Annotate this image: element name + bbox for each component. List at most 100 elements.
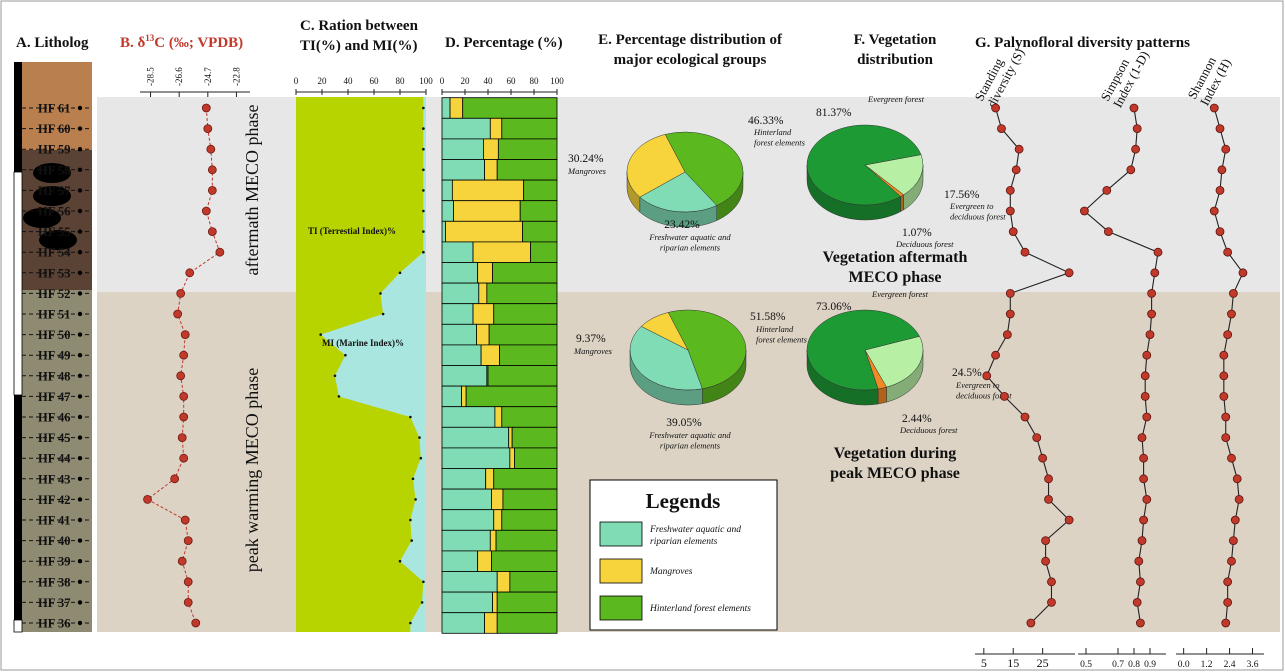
pie-slice	[640, 312, 689, 351]
pie-value-label: 73.06%	[816, 301, 852, 313]
pie-value-label: 1.07%	[902, 227, 932, 239]
sample-label: HF 59	[38, 143, 71, 157]
ti-point	[422, 168, 425, 172]
x-tick-label: -22.8	[231, 67, 241, 86]
legend-swatch	[599, 558, 643, 584]
bar-segment	[509, 447, 515, 469]
bar-segment	[492, 262, 558, 284]
d13c-point	[179, 391, 189, 401]
sample-dot	[77, 229, 83, 234]
sample-dot	[77, 414, 83, 420]
legend-label: Mangroves	[650, 567, 693, 577]
x-tick-label: 0.9	[1144, 660, 1156, 670]
diversity-point	[1219, 391, 1229, 401]
ti-point	[422, 580, 425, 584]
bar-segment	[509, 571, 558, 593]
pie-category-label: riparian elements	[660, 441, 721, 451]
pie-category-label: forest elements	[756, 335, 808, 345]
bar-segment	[441, 138, 484, 160]
diversity-point	[1104, 227, 1113, 237]
bar-segment	[476, 323, 490, 346]
bar-segment	[441, 447, 511, 469]
diversity-point	[1020, 412, 1030, 422]
x-tick-label: 0	[294, 76, 299, 86]
x-tick-label: 40	[344, 76, 354, 86]
bar-segment	[496, 571, 511, 593]
bar-segment	[441, 159, 485, 181]
bar-segment	[488, 323, 558, 346]
bar-segment	[441, 509, 495, 531]
bar-segment	[461, 385, 467, 408]
bar-segment	[441, 406, 496, 428]
diversity-point	[991, 103, 1000, 113]
bar-segment	[502, 488, 558, 511]
diversity-point	[1227, 309, 1236, 319]
pie-value-label: 39.05%	[666, 417, 702, 429]
pie-slice	[626, 134, 686, 198]
series-label: MI (Marine Index)%	[322, 338, 404, 348]
pie-category-label: Mangroves	[567, 166, 607, 176]
sample-dot	[77, 476, 83, 481]
diversity-point	[1150, 268, 1160, 278]
pie-category-label: Hinterland	[755, 324, 794, 334]
bar-segment	[441, 550, 479, 572]
diversity-point	[1044, 494, 1053, 504]
diversity-point	[1047, 577, 1056, 587]
bar-segment	[451, 179, 525, 202]
pie-value-label: 30.24%	[568, 153, 604, 165]
bar-segment	[441, 612, 485, 634]
pie-slice	[629, 326, 703, 391]
diversity-point	[1137, 536, 1147, 545]
bar-segment	[495, 529, 558, 552]
bar-segment	[492, 591, 498, 614]
pie-side	[877, 386, 887, 405]
pie-value-label: 9.37%	[576, 333, 606, 345]
pie-category-label: Deciduous forest	[899, 425, 958, 435]
nodule	[33, 163, 71, 183]
pie-category-label: Mangroves	[573, 346, 613, 356]
lith-strip	[13, 619, 23, 633]
x-tick-label: 0.0	[1178, 660, 1190, 670]
sample-dot	[77, 394, 83, 399]
diversity-point	[1080, 206, 1089, 216]
diversity-point	[1011, 165, 1021, 175]
ti-point	[337, 395, 341, 398]
d13c-point	[183, 598, 193, 607]
diversity-point	[1002, 330, 1012, 340]
sample-label: HF 39	[38, 555, 71, 569]
diversity-point	[1238, 268, 1248, 278]
diversity-point	[1217, 165, 1227, 175]
bar-segment	[522, 220, 558, 243]
sample-label: HF 50	[38, 328, 71, 342]
ti-point	[419, 456, 423, 460]
x-tick-label: 0.5	[1080, 660, 1092, 670]
legend-label: Hinterland forest elements	[650, 604, 751, 614]
sample-dot	[77, 188, 83, 193]
pie-category-label: Hinterland	[753, 127, 792, 137]
bar-segment	[441, 179, 453, 202]
bar-segment	[477, 262, 493, 284]
d13c-point	[207, 227, 217, 237]
x-tick-label: 2.4	[1224, 660, 1236, 670]
diversity-point	[1044, 474, 1053, 484]
legend-swatch	[599, 521, 643, 547]
bar-segment	[465, 385, 558, 408]
sample-label: HF 57	[38, 184, 71, 198]
sample-label: HF 54	[38, 246, 71, 260]
sample-label: HF 55	[38, 225, 71, 239]
ti-point	[379, 292, 382, 295]
sample-dot	[77, 250, 83, 255]
panel-title: B. δ13C (‰; VPDB)	[120, 33, 243, 51]
sample-dot	[77, 126, 83, 131]
ti-point	[344, 353, 347, 357]
bar-segment	[489, 117, 503, 140]
d13c-point	[179, 350, 189, 360]
bar-segment	[441, 529, 491, 552]
diversity-point	[1139, 453, 1148, 463]
bar-segment	[496, 159, 558, 181]
lith-layer	[22, 290, 92, 632]
x-tick-label: 25	[1037, 656, 1049, 670]
bar-segment	[493, 303, 558, 325]
sample-dot	[77, 559, 83, 564]
pie-category-label: Evergreen to	[955, 380, 1000, 390]
